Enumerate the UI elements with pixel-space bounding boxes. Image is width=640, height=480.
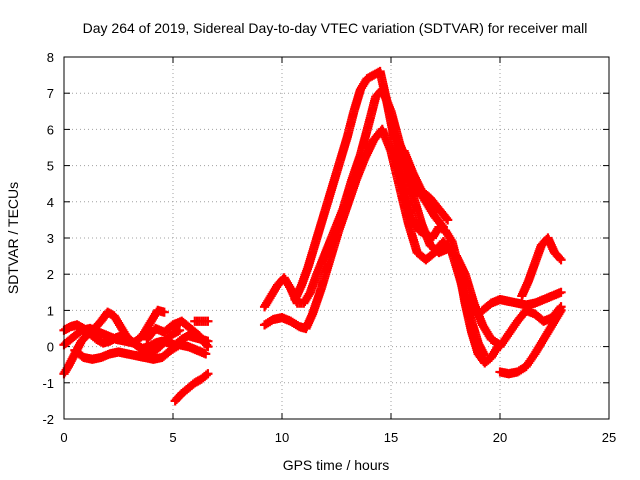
series-arc-o bbox=[517, 233, 566, 301]
data-point bbox=[556, 255, 566, 265]
chart-title: Day 264 of 2019, Sidereal Day-to-day VTE… bbox=[83, 20, 588, 36]
data-points bbox=[59, 66, 566, 406]
x-tick-label: 10 bbox=[275, 430, 289, 445]
y-tick-label: 4 bbox=[47, 195, 54, 210]
x-axis-label: GPS time / hours bbox=[283, 457, 390, 473]
data-point bbox=[556, 287, 566, 297]
x-tick-label: 15 bbox=[384, 430, 398, 445]
x-tick-label: 0 bbox=[60, 430, 67, 445]
series-arc-p bbox=[495, 305, 566, 379]
series-arc-c bbox=[59, 305, 169, 350]
y-tick-label: -2 bbox=[42, 412, 54, 427]
data-point bbox=[556, 305, 566, 315]
x-tick-label: 25 bbox=[602, 430, 616, 445]
data-point bbox=[159, 307, 169, 317]
data-point bbox=[443, 215, 453, 225]
y-tick-label: 1 bbox=[47, 303, 54, 318]
data-point bbox=[203, 369, 213, 379]
series-arc-g bbox=[170, 369, 213, 406]
data-point bbox=[203, 316, 213, 326]
series-arc-f bbox=[190, 316, 213, 326]
data-point bbox=[174, 325, 185, 335]
plot-frame bbox=[63, 56, 610, 420]
data-point bbox=[203, 342, 213, 352]
series-arc-e bbox=[142, 316, 213, 352]
data-point bbox=[201, 349, 211, 359]
y-tick-label: 7 bbox=[47, 86, 54, 101]
x-tick-label: 5 bbox=[169, 430, 176, 445]
y-tick-label: 2 bbox=[47, 267, 54, 282]
series-arc-j bbox=[290, 66, 503, 368]
series-arc-l bbox=[399, 146, 453, 225]
series-arc-d bbox=[70, 340, 211, 364]
y-axis-label: SDTVAR / TECUs bbox=[5, 182, 21, 294]
y-tick-label: 0 bbox=[47, 340, 54, 355]
y-tick-label: 3 bbox=[47, 231, 54, 246]
y-tick-label: 6 bbox=[47, 122, 54, 137]
y-tick-label: -1 bbox=[42, 376, 54, 391]
series-arc-k bbox=[390, 146, 505, 350]
y-tick-label: 5 bbox=[47, 159, 54, 174]
y-tick-label: 8 bbox=[47, 50, 54, 65]
x-tick-label: 20 bbox=[493, 430, 507, 445]
